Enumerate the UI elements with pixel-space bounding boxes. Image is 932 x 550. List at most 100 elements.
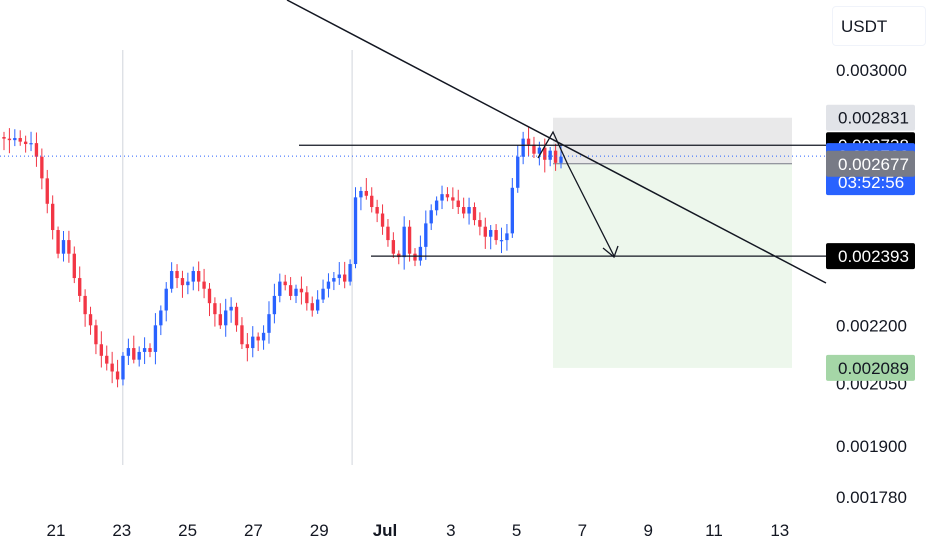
candle-body	[370, 195, 374, 208]
candle-body	[299, 288, 304, 293]
price-tick-label: 0.001900	[836, 437, 907, 456]
time-tick-label: 13	[770, 521, 789, 540]
price-badge-bg	[826, 150, 915, 177]
candle	[234, 302, 239, 332]
candle	[326, 273, 331, 298]
candle	[251, 326, 255, 358]
projection-arrowhead	[602, 245, 619, 259]
candle	[483, 217, 487, 249]
price-badge-darkgray: 0.002677	[826, 150, 915, 177]
candle	[456, 189, 460, 215]
candle-body	[467, 207, 471, 214]
candle	[121, 352, 125, 386]
candle-body	[88, 314, 93, 326]
candle-body	[224, 310, 228, 326]
candle-body	[110, 363, 114, 372]
time-tick-label: 23	[112, 521, 131, 540]
price-badge-label: 0.002831	[838, 109, 909, 128]
candle-body	[251, 336, 255, 349]
candle	[310, 296, 314, 317]
candle	[489, 225, 493, 250]
candle-body	[391, 240, 396, 254]
candle	[516, 145, 520, 193]
candle	[510, 178, 515, 238]
candle-body	[72, 253, 76, 279]
candle	[56, 226, 60, 259]
price-tick-label: 0.001780	[836, 488, 907, 507]
candle	[186, 272, 190, 295]
candle	[110, 351, 114, 384]
candle	[521, 131, 525, 165]
candle-body	[61, 240, 66, 254]
candle	[294, 284, 298, 304]
candle-body	[310, 303, 314, 311]
time-tick-label: 21	[47, 521, 66, 540]
time-tick-label: 29	[310, 521, 329, 540]
candle	[278, 273, 282, 303]
candle	[83, 289, 87, 327]
candle	[99, 331, 104, 368]
candle-body	[186, 281, 190, 286]
candle-body	[213, 303, 217, 315]
price-axis[interactable]: 0.0030000.0022000.0020500.0019000.001780…	[826, 61, 915, 507]
resistance-trendline	[286, 0, 827, 284]
candle-body	[23, 141, 28, 145]
candle	[272, 283, 277, 324]
time-tick-label: 27	[244, 521, 263, 540]
candle-body	[402, 226, 406, 258]
candle-body	[526, 138, 531, 145]
candle-body	[353, 197, 358, 265]
price-badge-label: 0.002393	[838, 247, 909, 266]
candle	[142, 337, 147, 365]
candle-body	[56, 230, 60, 254]
price-tick-label: 0.003000	[836, 61, 907, 80]
candle-body	[440, 194, 444, 201]
candle	[532, 136, 536, 159]
candle	[467, 197, 471, 225]
candle	[305, 286, 309, 311]
candle	[407, 220, 412, 262]
price-badge-label: 0.002677	[838, 155, 909, 174]
candle-body	[245, 344, 250, 349]
candle	[202, 268, 206, 299]
candle-body	[240, 325, 244, 345]
candle	[353, 187, 358, 269]
candle-body	[386, 226, 390, 241]
candle	[213, 297, 217, 327]
candle	[115, 359, 120, 388]
candle	[478, 212, 482, 236]
candle-body	[2, 136, 6, 139]
time-axis[interactable]: 21 23 25 27 29 Jul 3 5 7 9 11 13	[47, 521, 790, 540]
candle	[375, 199, 379, 223]
candle	[148, 343, 152, 358]
candle	[78, 266, 82, 302]
candle	[445, 187, 450, 202]
candle-body	[94, 325, 98, 345]
candle-body	[456, 200, 460, 208]
candle	[499, 227, 504, 254]
candle	[50, 195, 55, 240]
candle	[2, 131, 6, 151]
candle-body	[413, 253, 417, 261]
candle-body	[283, 281, 287, 286]
time-tick-label: 3	[446, 521, 455, 540]
candle-body	[407, 226, 412, 254]
candle-body	[380, 213, 385, 227]
price-badge-bg	[826, 354, 915, 381]
candle-body	[348, 264, 352, 282]
candle	[505, 224, 509, 251]
candle	[548, 146, 552, 167]
candle-body	[288, 285, 293, 296]
candle-body	[337, 274, 341, 279]
candle-body	[105, 355, 109, 364]
candle-body	[256, 336, 260, 341]
candle	[13, 129, 17, 147]
candle-body	[559, 156, 563, 163]
currency-label[interactable]: USDT	[832, 6, 926, 46]
time-tick-label: 9	[643, 521, 652, 540]
candle-body	[267, 314, 271, 333]
candle	[461, 197, 466, 219]
candle-body	[34, 143, 39, 157]
candle	[169, 262, 174, 293]
